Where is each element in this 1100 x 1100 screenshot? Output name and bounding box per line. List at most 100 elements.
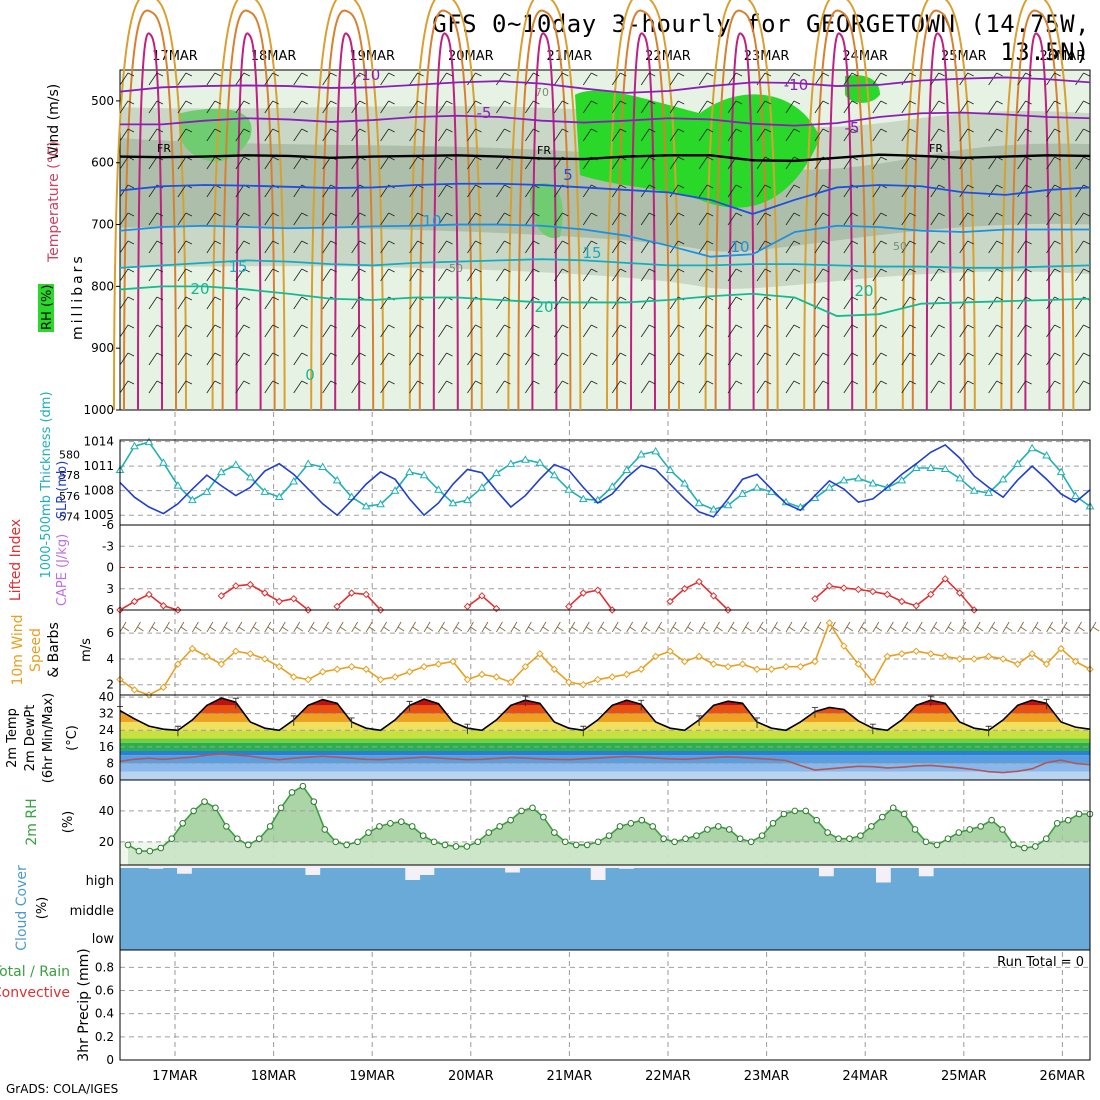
data-point — [485, 829, 493, 836]
data-point — [622, 465, 632, 474]
wind-barb — [119, 212, 135, 226]
contour-label: FR — [157, 142, 171, 155]
wind-barb — [177, 100, 193, 114]
wind-barb — [380, 212, 395, 226]
temperature-band — [120, 721, 1090, 731]
surface-wind-barb — [467, 621, 477, 633]
wind-barb — [959, 380, 974, 394]
data-point — [736, 835, 744, 843]
surface-wind-barb — [1046, 621, 1056, 633]
wind-barb — [582, 212, 598, 226]
date-label-top: 17MAR — [152, 49, 198, 64]
surface-wind-barb — [901, 621, 912, 633]
wind-barb — [814, 72, 830, 86]
wind-barb — [119, 324, 135, 338]
isotherm-FR — [119, 153, 1091, 163]
precip-panel: 0 0.2 0.4 0.6 0.8 Run Total = 0 Total / Rain Co… — [0, 948, 1091, 1067]
data-point — [277, 804, 285, 812]
data-point — [680, 479, 689, 487]
data-point — [376, 675, 385, 684]
wind-barb — [496, 296, 511, 310]
data-point — [478, 670, 486, 679]
data-point — [245, 472, 255, 481]
wind-barb — [785, 128, 801, 142]
lifted-index-axis-label: Lifted Index — [8, 519, 24, 601]
data-point — [840, 584, 848, 592]
y-tick-label: 1014 — [83, 435, 114, 449]
data-point — [274, 492, 284, 501]
wind-barb — [727, 324, 743, 338]
minmax-marker — [811, 707, 818, 718]
wind-barb — [177, 72, 193, 86]
surface-wind-barb — [148, 621, 159, 633]
data-point — [666, 597, 674, 606]
wind-barb — [901, 156, 916, 170]
wind-barb — [640, 156, 656, 170]
data-point — [811, 657, 819, 666]
wind-barb — [496, 268, 511, 282]
surface-wind-barb — [915, 621, 926, 633]
contour-label: -5 — [845, 119, 860, 137]
wind-barb — [669, 72, 685, 86]
wind-barb — [177, 352, 193, 366]
surface-wind-barb — [264, 621, 275, 633]
wind-barb — [293, 380, 308, 394]
data-point — [869, 678, 877, 686]
surface-wind-barb — [857, 621, 868, 633]
data-point — [878, 813, 886, 821]
minmax-marker — [522, 695, 529, 707]
data-point — [846, 835, 853, 843]
data-point — [318, 462, 328, 470]
data-point — [583, 841, 591, 849]
wind-barb — [843, 324, 859, 338]
wind-label: Wind (m/s) — [46, 84, 62, 160]
wind-barb — [988, 240, 1003, 254]
data-point — [463, 675, 472, 684]
data-point — [540, 813, 547, 821]
data-point — [984, 488, 994, 496]
data-point — [927, 650, 935, 658]
wind-barb — [611, 324, 627, 338]
data-point — [999, 826, 1006, 833]
contour-label: -10 — [784, 76, 809, 94]
wind-barb — [293, 100, 308, 114]
contour-label: 0 — [305, 366, 315, 384]
temperature-line — [119, 697, 1091, 732]
wind-barb — [351, 72, 366, 86]
data-point — [347, 589, 356, 597]
data-point — [146, 847, 154, 855]
isotherms — [119, 76, 1091, 317]
surface-wind-barb — [640, 621, 651, 633]
wind-barb — [351, 100, 366, 114]
wind-barb — [264, 324, 279, 338]
data-point — [203, 652, 211, 661]
data-point — [835, 835, 842, 843]
wind-barb — [1017, 212, 1032, 226]
y-tick-label: 16 — [99, 740, 114, 754]
data-point — [188, 495, 197, 504]
surface-wind-barb — [626, 621, 636, 633]
data-point — [854, 660, 863, 668]
wind-barb — [293, 296, 308, 310]
wind-barb — [785, 184, 801, 198]
wind-barb — [611, 380, 627, 394]
rh2m-axis-label: 2m RH — [24, 798, 40, 845]
precip-axis-label: 3hr Precip (mm) — [76, 948, 92, 1061]
wind-barb — [756, 268, 772, 282]
wind-barb — [496, 72, 511, 86]
data-point — [1013, 660, 1022, 668]
data-point — [753, 665, 761, 673]
pressure-tick-label: 500 — [91, 94, 114, 108]
wind-barb — [582, 324, 598, 338]
surface-wind-barb — [669, 621, 680, 633]
data-point — [767, 665, 776, 673]
minmax-axis-label: (6hr Min/Max) — [41, 693, 56, 783]
wind-barb — [901, 352, 916, 366]
wind-barb — [901, 324, 916, 338]
wind-barb — [293, 268, 308, 282]
y-tick-label: 40 — [99, 690, 114, 704]
data-point — [202, 487, 212, 495]
wind-barb — [206, 240, 222, 254]
wind-barb — [525, 128, 540, 142]
